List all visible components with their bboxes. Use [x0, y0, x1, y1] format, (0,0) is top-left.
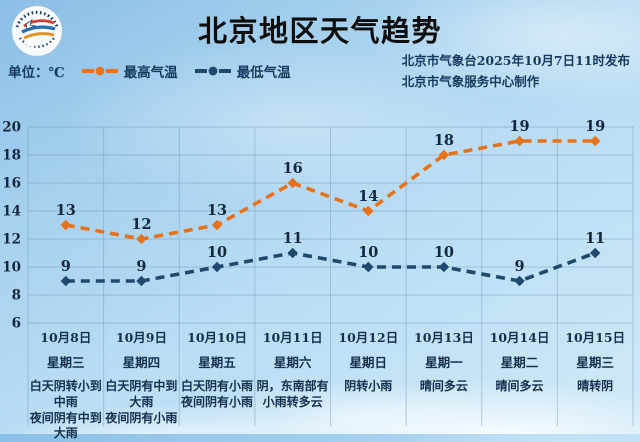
logo-orange-swoosh — [23, 32, 55, 40]
logo-bird — [25, 18, 37, 30]
data-point-value: 12 — [131, 216, 151, 233]
date-label: 10月10日 — [187, 330, 247, 345]
date-label: 10月9日 — [115, 330, 167, 345]
data-point-value: 13 — [207, 202, 227, 219]
data-point-value: 14 — [358, 188, 378, 205]
data-point-value: 13 — [56, 202, 76, 219]
logo-blue-swoosh — [21, 25, 56, 34]
logo-cloud — [25, 37, 39, 47]
data-point-marker — [287, 177, 298, 189]
forecast-column: 10月14日 星期二晴间多云 — [482, 327, 558, 442]
weekday-label: 星期五 — [198, 355, 236, 370]
weather-text: 白天阴有中到大雨 夜间阴有小雨 — [105, 379, 178, 425]
data-point-value: 10 — [434, 244, 454, 261]
y-axis-tick-label: 20 — [2, 120, 21, 136]
date-label: 10月13日 — [414, 330, 474, 345]
weather-text: 晴转阴 — [577, 379, 614, 393]
max-temp-line-swatch-icon — [81, 66, 118, 76]
y-axis-tick-label: 18 — [2, 148, 21, 164]
y-axis-tick-label: 14 — [2, 204, 21, 220]
data-point-marker — [589, 135, 601, 147]
data-point-value: 9 — [136, 258, 146, 275]
data-point-value: 18 — [434, 132, 454, 149]
logo-circle — [11, 5, 63, 57]
data-point-value: 11 — [585, 230, 605, 247]
forecast-column: 10月8日星期三白天阴转小到中雨 夜间阴有中到大雨 — [28, 327, 104, 442]
data-point-value: 19 — [509, 118, 529, 135]
data-point-marker — [60, 275, 72, 287]
weekday-label: 星期三 — [47, 355, 85, 370]
forecast-column: 10月11日 星期六阴，东南部有小雨转多云 — [255, 327, 331, 442]
data-point-value: 11 — [283, 230, 303, 247]
y-axis-tick-label: 12 — [2, 232, 21, 248]
y-axis-tick-label: 6 — [12, 316, 21, 332]
min-temp-line-swatch-icon — [194, 66, 231, 76]
weekday-label: 星期四 — [122, 355, 161, 370]
forecast-column: 10月9日星期四白天阴有中到大雨 夜间阴有小雨 — [104, 327, 180, 442]
meteorological-service-logo — [10, 4, 64, 58]
y-axis-tick-label: 8 — [12, 288, 21, 304]
data-point-marker — [60, 219, 72, 231]
weekday-label: 星期六 — [273, 355, 312, 370]
data-point-marker — [363, 205, 374, 217]
y-axis-tick-label: 16 — [2, 176, 21, 192]
forecast-column: 10月10日 星期五白天阴有小雨 夜间阴有小雨 — [179, 327, 255, 442]
legend-item-min-temp: 最低气温 — [194, 61, 291, 81]
logo-arc-text-bottom — [19, 37, 55, 48]
unit-label: 单位：℃ — [8, 65, 65, 81]
data-point-marker — [136, 233, 147, 245]
produced-by-line: 北京市气象服务中心制作 — [401, 73, 540, 89]
weather-text: 晴间多云 — [419, 379, 468, 393]
date-label: 10月14日 — [489, 330, 550, 345]
weather-text: 晴间多云 — [495, 379, 544, 393]
logo-arc-text — [15, 10, 59, 28]
legend-label-min-temp: 最低气温 — [236, 65, 291, 81]
data-point-value: 16 — [283, 160, 303, 177]
data-point-value: 19 — [585, 118, 605, 135]
date-label: 10月11日 — [262, 330, 323, 345]
data-point-marker — [514, 275, 525, 287]
data-point-value: 10 — [207, 244, 227, 261]
weekday-label: 星期日 — [349, 355, 388, 370]
publisher-info: 北京市气象台2025年10月7日11时发布 北京市气象服务中心制作 — [402, 51, 630, 92]
data-point-value: 10 — [358, 244, 378, 261]
forecast-column: 10月13日 星期一晴间多云 — [406, 327, 482, 442]
data-point-marker — [514, 135, 525, 147]
weekday-label: 星期三 — [576, 355, 614, 370]
date-label: 10月12日 — [338, 330, 399, 345]
forecast-column: 10月12日 星期日阴转小雨 — [331, 327, 407, 442]
date-label: 10月15日 — [565, 330, 626, 345]
weather-text: 白天阴有小雨 夜间阴有小雨 — [181, 379, 254, 409]
data-point-marker — [287, 247, 298, 259]
data-point-marker — [136, 275, 147, 287]
weekday-label: 星期二 — [500, 355, 539, 370]
data-point-marker — [211, 261, 223, 273]
weather-text: 白天阴转小到中雨 夜间阴有中到大雨 — [29, 379, 102, 441]
legend: 单位：℃ 最高气温 最低气温 — [8, 61, 291, 81]
forecast-table: 10月8日 星期三 白天阴转小到中雨 夜间阴有中到大雨 10月9日 星期四 白天阴有中到大… — [28, 327, 633, 442]
data-point-marker — [438, 261, 450, 273]
weekday-label: 星期一 — [425, 355, 463, 370]
date-label: 10月8日 — [40, 330, 92, 345]
data-point-marker — [363, 261, 374, 273]
data-point-marker — [589, 247, 601, 259]
data-point-marker — [211, 219, 223, 231]
data-point-marker — [438, 149, 450, 161]
data-point-value: 9 — [515, 258, 525, 275]
y-axis-tick-label: 10 — [2, 260, 21, 276]
weather-text: 阴转小雨 — [344, 379, 393, 393]
issued-by-line: 北京市气象台2025年10月7日11时发布 — [401, 53, 630, 68]
weather-text: 阴，东南部有小雨转多云 — [256, 379, 329, 409]
data-point-value: 9 — [61, 258, 71, 275]
legend-item-max-temp: 最高气温 — [81, 61, 178, 81]
legend-label-max-temp: 最高气温 — [123, 65, 178, 81]
forecast-column: 10月15日 星期三晴转阴 — [557, 327, 633, 442]
page-title: 北京地区天气趋势 — [197, 14, 442, 48]
